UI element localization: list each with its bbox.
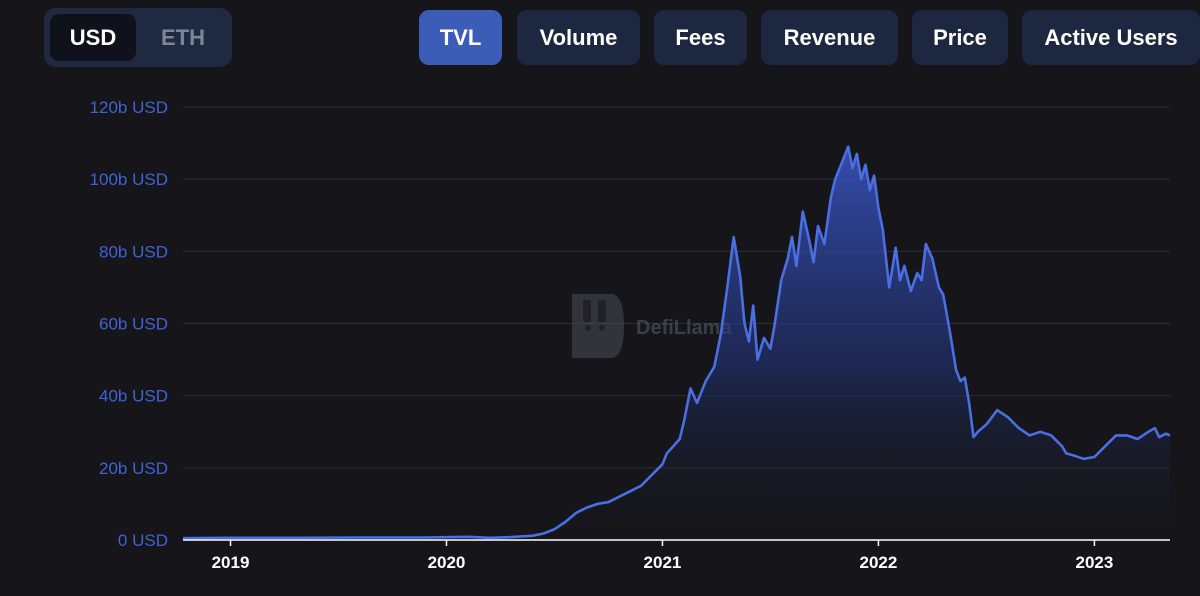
tab-revenue[interactable]: Revenue (761, 10, 898, 65)
x-tick-label: 2023 (1075, 553, 1113, 572)
x-tick-label: 2020 (428, 553, 466, 572)
y-tick-label: 100b USD (90, 170, 168, 189)
currency-eth-button[interactable]: ETH (161, 24, 205, 50)
y-tick-label: 120b USD (90, 98, 168, 117)
x-tick-label: 2019 (212, 553, 250, 572)
watermark-text: DefiLlama (636, 317, 732, 339)
x-tick-label: 2021 (644, 553, 682, 572)
tvl-series-line (182, 145, 1171, 540)
y-tick-label: 20b USD (99, 459, 168, 478)
tab-volume[interactable]: Volume (517, 10, 640, 65)
grid-lines (183, 106, 1170, 469)
x-axis-ticks: 2019 2020 2021 2022 2023 (212, 540, 1113, 572)
currency-usd-button[interactable]: USD (50, 14, 136, 61)
y-tick-label: 60b USD (99, 315, 168, 334)
currency-toggle: USD ETH (44, 8, 232, 67)
tvl-area-fill (183, 146, 1170, 540)
y-tick-label: 80b USD (99, 242, 168, 261)
llama-logo-icon (572, 294, 624, 358)
y-tick-label: 0 USD (118, 531, 168, 550)
defillama-watermark: DefiLlama (572, 294, 732, 358)
y-tick-label: 40b USD (99, 387, 168, 406)
tab-active-users[interactable]: Active Users (1022, 10, 1200, 65)
tab-price[interactable]: Price (912, 10, 1008, 65)
y-axis-ticks: 0 USD 20b USD 40b USD 60b USD 80b USD 100b US… (90, 98, 168, 550)
tab-fees[interactable]: Fees (654, 10, 747, 65)
tab-tvl[interactable]: TVL (419, 10, 502, 65)
x-tick-label: 2022 (860, 553, 898, 572)
